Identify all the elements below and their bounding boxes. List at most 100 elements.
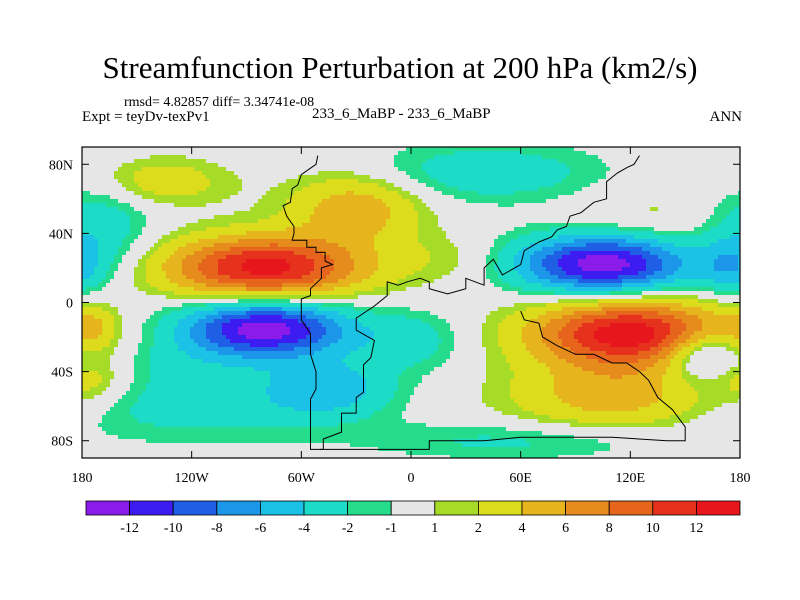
field-cell xyxy=(602,251,607,256)
field-cell xyxy=(662,231,667,236)
field-cell xyxy=(306,251,311,256)
field-cell xyxy=(122,259,127,264)
field-cell xyxy=(342,195,347,200)
field-cell xyxy=(362,159,367,164)
field-cell xyxy=(158,179,163,184)
field-cell xyxy=(610,215,615,220)
field-cell xyxy=(406,239,411,244)
field-cell xyxy=(470,251,475,256)
field-cell xyxy=(646,211,651,216)
field-cell xyxy=(674,187,679,192)
field-cell xyxy=(562,259,567,264)
field-cell xyxy=(390,163,395,168)
field-cell xyxy=(714,203,719,208)
field-cell xyxy=(674,155,679,160)
field-cell xyxy=(442,207,447,212)
field-cell xyxy=(530,219,535,224)
field-cell xyxy=(650,255,655,260)
field-cell xyxy=(510,179,515,184)
field-cell xyxy=(638,179,643,184)
field-cell xyxy=(106,259,111,264)
field-cell xyxy=(622,191,627,196)
field-cell xyxy=(106,191,111,196)
field-cell xyxy=(130,187,135,192)
field-cell xyxy=(330,179,335,184)
field-cell xyxy=(386,255,391,260)
field-cell xyxy=(554,215,559,220)
field-cell xyxy=(370,175,375,180)
field-cell xyxy=(138,183,143,188)
field-cell xyxy=(302,167,307,172)
field-cell xyxy=(154,223,159,228)
field-cell xyxy=(438,231,443,236)
field-cell xyxy=(554,243,559,248)
field-cell xyxy=(446,147,451,152)
field-cell xyxy=(306,179,311,184)
field-cell xyxy=(446,171,451,176)
field-cell xyxy=(254,147,259,152)
field-cell xyxy=(642,191,647,196)
field-cell xyxy=(294,167,299,172)
field-cell xyxy=(118,199,123,204)
field-cell xyxy=(226,259,231,264)
field-cell xyxy=(518,187,523,192)
field-cell xyxy=(174,207,179,212)
field-cell xyxy=(546,191,551,196)
field-cell xyxy=(154,211,159,216)
field-cell xyxy=(166,191,171,196)
field-cell xyxy=(394,191,399,196)
field-cell xyxy=(590,235,595,240)
field-cell xyxy=(638,203,643,208)
field-cell xyxy=(354,155,359,160)
field-cell xyxy=(530,251,535,256)
field-cell xyxy=(318,207,323,212)
field-cell xyxy=(222,231,227,236)
field-cell xyxy=(150,155,155,160)
field-cell xyxy=(614,199,619,204)
field-cell xyxy=(478,179,483,184)
field-cell xyxy=(458,259,463,264)
field-cell xyxy=(566,243,571,248)
field-cell xyxy=(574,183,579,188)
field-cell xyxy=(654,183,659,188)
field-cell xyxy=(242,159,247,164)
field-cell xyxy=(710,151,715,156)
field-cell xyxy=(130,199,135,204)
field-cell xyxy=(226,187,231,192)
field-cell xyxy=(218,155,223,160)
field-cell xyxy=(98,231,103,236)
field-cell xyxy=(666,203,671,208)
field-cell xyxy=(102,155,107,160)
field-cell xyxy=(242,167,247,172)
field-cell xyxy=(122,251,127,256)
field-cell xyxy=(466,231,471,236)
field-cell xyxy=(90,175,95,180)
field-cell xyxy=(418,215,423,220)
field-cell xyxy=(486,255,491,260)
field-cell xyxy=(694,171,699,176)
field-cell xyxy=(726,207,731,212)
field-cell xyxy=(386,219,391,224)
field-cell xyxy=(666,191,671,196)
field-cell xyxy=(690,175,695,180)
field-cell xyxy=(542,259,547,264)
field-cell xyxy=(142,211,147,216)
field-cell xyxy=(458,231,463,236)
field-cell xyxy=(146,155,151,160)
field-cell xyxy=(662,227,667,232)
field-cell xyxy=(394,183,399,188)
field-cell xyxy=(402,175,407,180)
field-cell xyxy=(474,235,479,240)
field-cell xyxy=(698,227,703,232)
field-cell xyxy=(538,171,543,176)
field-cell xyxy=(270,171,275,176)
field-cell xyxy=(362,175,367,180)
field-cell xyxy=(294,163,299,168)
field-cell xyxy=(542,219,547,224)
field-cell xyxy=(538,251,543,256)
field-cell xyxy=(646,163,651,168)
field-cell xyxy=(170,243,175,248)
field-cell xyxy=(430,175,435,180)
field-cell xyxy=(94,255,99,260)
field-cell xyxy=(186,259,191,264)
